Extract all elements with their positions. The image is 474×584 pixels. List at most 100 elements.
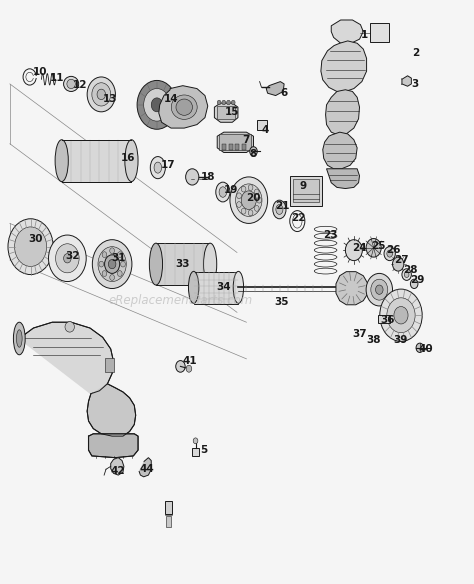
Ellipse shape xyxy=(276,204,283,214)
Text: 35: 35 xyxy=(274,297,289,307)
Circle shape xyxy=(250,147,257,156)
Circle shape xyxy=(193,438,198,444)
Circle shape xyxy=(110,248,115,253)
Ellipse shape xyxy=(154,162,162,173)
Text: 23: 23 xyxy=(323,230,337,240)
Circle shape xyxy=(380,289,422,342)
Circle shape xyxy=(387,250,392,257)
Text: 9: 9 xyxy=(300,181,307,191)
Circle shape xyxy=(255,206,259,211)
Polygon shape xyxy=(327,169,359,189)
Text: 17: 17 xyxy=(161,160,175,171)
Circle shape xyxy=(48,235,86,281)
Circle shape xyxy=(118,270,122,276)
Circle shape xyxy=(87,77,116,112)
Circle shape xyxy=(92,83,111,106)
Circle shape xyxy=(366,273,392,306)
Bar xyxy=(370,23,389,42)
Text: 13: 13 xyxy=(102,94,117,104)
Bar xyxy=(165,501,172,514)
Ellipse shape xyxy=(189,272,199,303)
Ellipse shape xyxy=(125,140,138,182)
Circle shape xyxy=(394,307,408,324)
Bar xyxy=(105,357,114,372)
Text: 38: 38 xyxy=(366,335,381,345)
Bar xyxy=(292,179,319,203)
Polygon shape xyxy=(331,20,363,43)
Text: 8: 8 xyxy=(250,149,257,159)
Text: 36: 36 xyxy=(381,315,395,325)
Polygon shape xyxy=(19,322,114,394)
Polygon shape xyxy=(326,90,359,135)
Circle shape xyxy=(346,239,362,260)
Circle shape xyxy=(102,252,107,258)
Bar xyxy=(257,120,267,130)
Ellipse shape xyxy=(176,99,192,115)
Polygon shape xyxy=(87,384,136,436)
Circle shape xyxy=(97,89,106,100)
Polygon shape xyxy=(336,272,368,305)
Text: 3: 3 xyxy=(411,79,419,89)
Circle shape xyxy=(186,365,192,372)
Circle shape xyxy=(241,208,246,214)
Circle shape xyxy=(102,270,107,276)
Circle shape xyxy=(118,252,122,258)
Text: 15: 15 xyxy=(225,107,239,117)
Polygon shape xyxy=(214,103,238,122)
Text: 19: 19 xyxy=(224,185,238,194)
Text: 1: 1 xyxy=(361,30,368,40)
Circle shape xyxy=(402,269,411,280)
Text: 39: 39 xyxy=(394,335,408,345)
Text: 18: 18 xyxy=(201,172,215,182)
Text: 44: 44 xyxy=(139,464,154,474)
Circle shape xyxy=(64,253,71,263)
Circle shape xyxy=(110,274,115,280)
Bar xyxy=(235,144,239,150)
Circle shape xyxy=(186,169,199,185)
Circle shape xyxy=(137,81,177,129)
Text: 29: 29 xyxy=(410,276,424,286)
Ellipse shape xyxy=(216,182,230,202)
Polygon shape xyxy=(159,86,208,128)
Ellipse shape xyxy=(17,330,22,347)
Circle shape xyxy=(227,100,230,105)
Ellipse shape xyxy=(149,243,163,285)
Circle shape xyxy=(371,279,388,300)
Text: 7: 7 xyxy=(242,135,249,145)
Text: 33: 33 xyxy=(175,259,190,269)
Circle shape xyxy=(375,285,383,294)
Text: 31: 31 xyxy=(111,253,126,263)
Circle shape xyxy=(8,219,53,274)
Text: 21: 21 xyxy=(275,201,290,211)
Circle shape xyxy=(248,210,253,215)
Bar xyxy=(219,134,251,150)
Circle shape xyxy=(144,89,170,121)
Text: 34: 34 xyxy=(217,282,231,293)
Circle shape xyxy=(241,191,256,210)
Polygon shape xyxy=(19,322,114,394)
Text: 40: 40 xyxy=(418,344,433,354)
Text: 22: 22 xyxy=(291,213,306,223)
Text: 11: 11 xyxy=(50,73,64,83)
Text: 4: 4 xyxy=(262,126,269,135)
Bar xyxy=(192,448,199,456)
Text: 28: 28 xyxy=(403,265,418,275)
Circle shape xyxy=(98,246,126,281)
Polygon shape xyxy=(217,132,254,152)
Ellipse shape xyxy=(273,200,286,219)
Circle shape xyxy=(176,360,185,372)
Circle shape xyxy=(366,238,381,257)
Circle shape xyxy=(120,261,125,267)
Ellipse shape xyxy=(203,243,217,285)
Ellipse shape xyxy=(13,322,25,354)
Bar xyxy=(242,144,246,150)
Text: eReplacementParts.com: eReplacementParts.com xyxy=(109,294,253,307)
Bar xyxy=(222,144,226,150)
Circle shape xyxy=(236,184,262,217)
Circle shape xyxy=(241,186,246,192)
Circle shape xyxy=(384,246,395,260)
Circle shape xyxy=(99,261,104,267)
Text: 26: 26 xyxy=(386,245,401,255)
Bar xyxy=(290,176,322,206)
Ellipse shape xyxy=(150,157,165,179)
